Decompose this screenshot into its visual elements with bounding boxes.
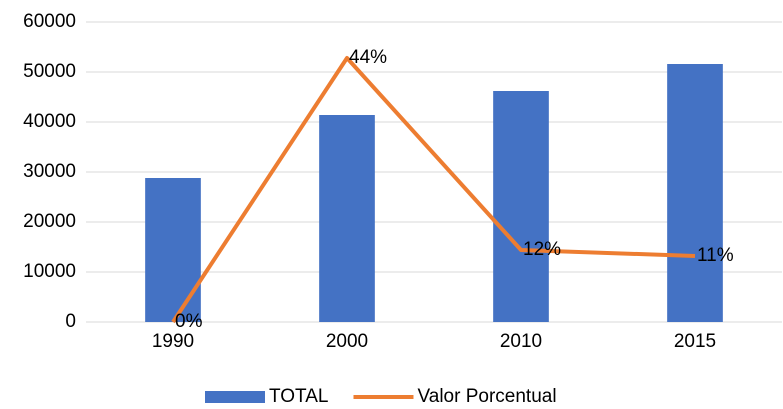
bar: [493, 91, 549, 322]
bar: [145, 178, 201, 322]
legend-label: TOTAL: [269, 386, 328, 407]
legend-label: Valor Porcentual: [417, 386, 556, 407]
legend-swatch: [205, 391, 265, 403]
y-tick-label: 50000: [23, 61, 76, 82]
x-tick-label: 2015: [674, 331, 716, 352]
data-label: 0%: [175, 311, 203, 332]
x-tick-label: 2000: [326, 331, 368, 352]
y-tick-label: 40000: [23, 111, 76, 132]
y-tick-label: 20000: [23, 211, 76, 232]
x-tick-label: 1990: [152, 331, 194, 352]
y-tick-label: 60000: [23, 11, 76, 32]
y-tick-label: 0: [65, 311, 76, 332]
y-tick-label: 10000: [23, 261, 76, 282]
bar: [319, 115, 375, 322]
line: [171, 56, 696, 324]
data-label: 11%: [697, 245, 734, 266]
x-tick-label: 2010: [500, 331, 542, 352]
y-tick-label: 30000: [23, 161, 76, 182]
bar: [667, 64, 723, 322]
data-label: 44%: [349, 47, 387, 68]
data-label: 12%: [523, 239, 561, 260]
